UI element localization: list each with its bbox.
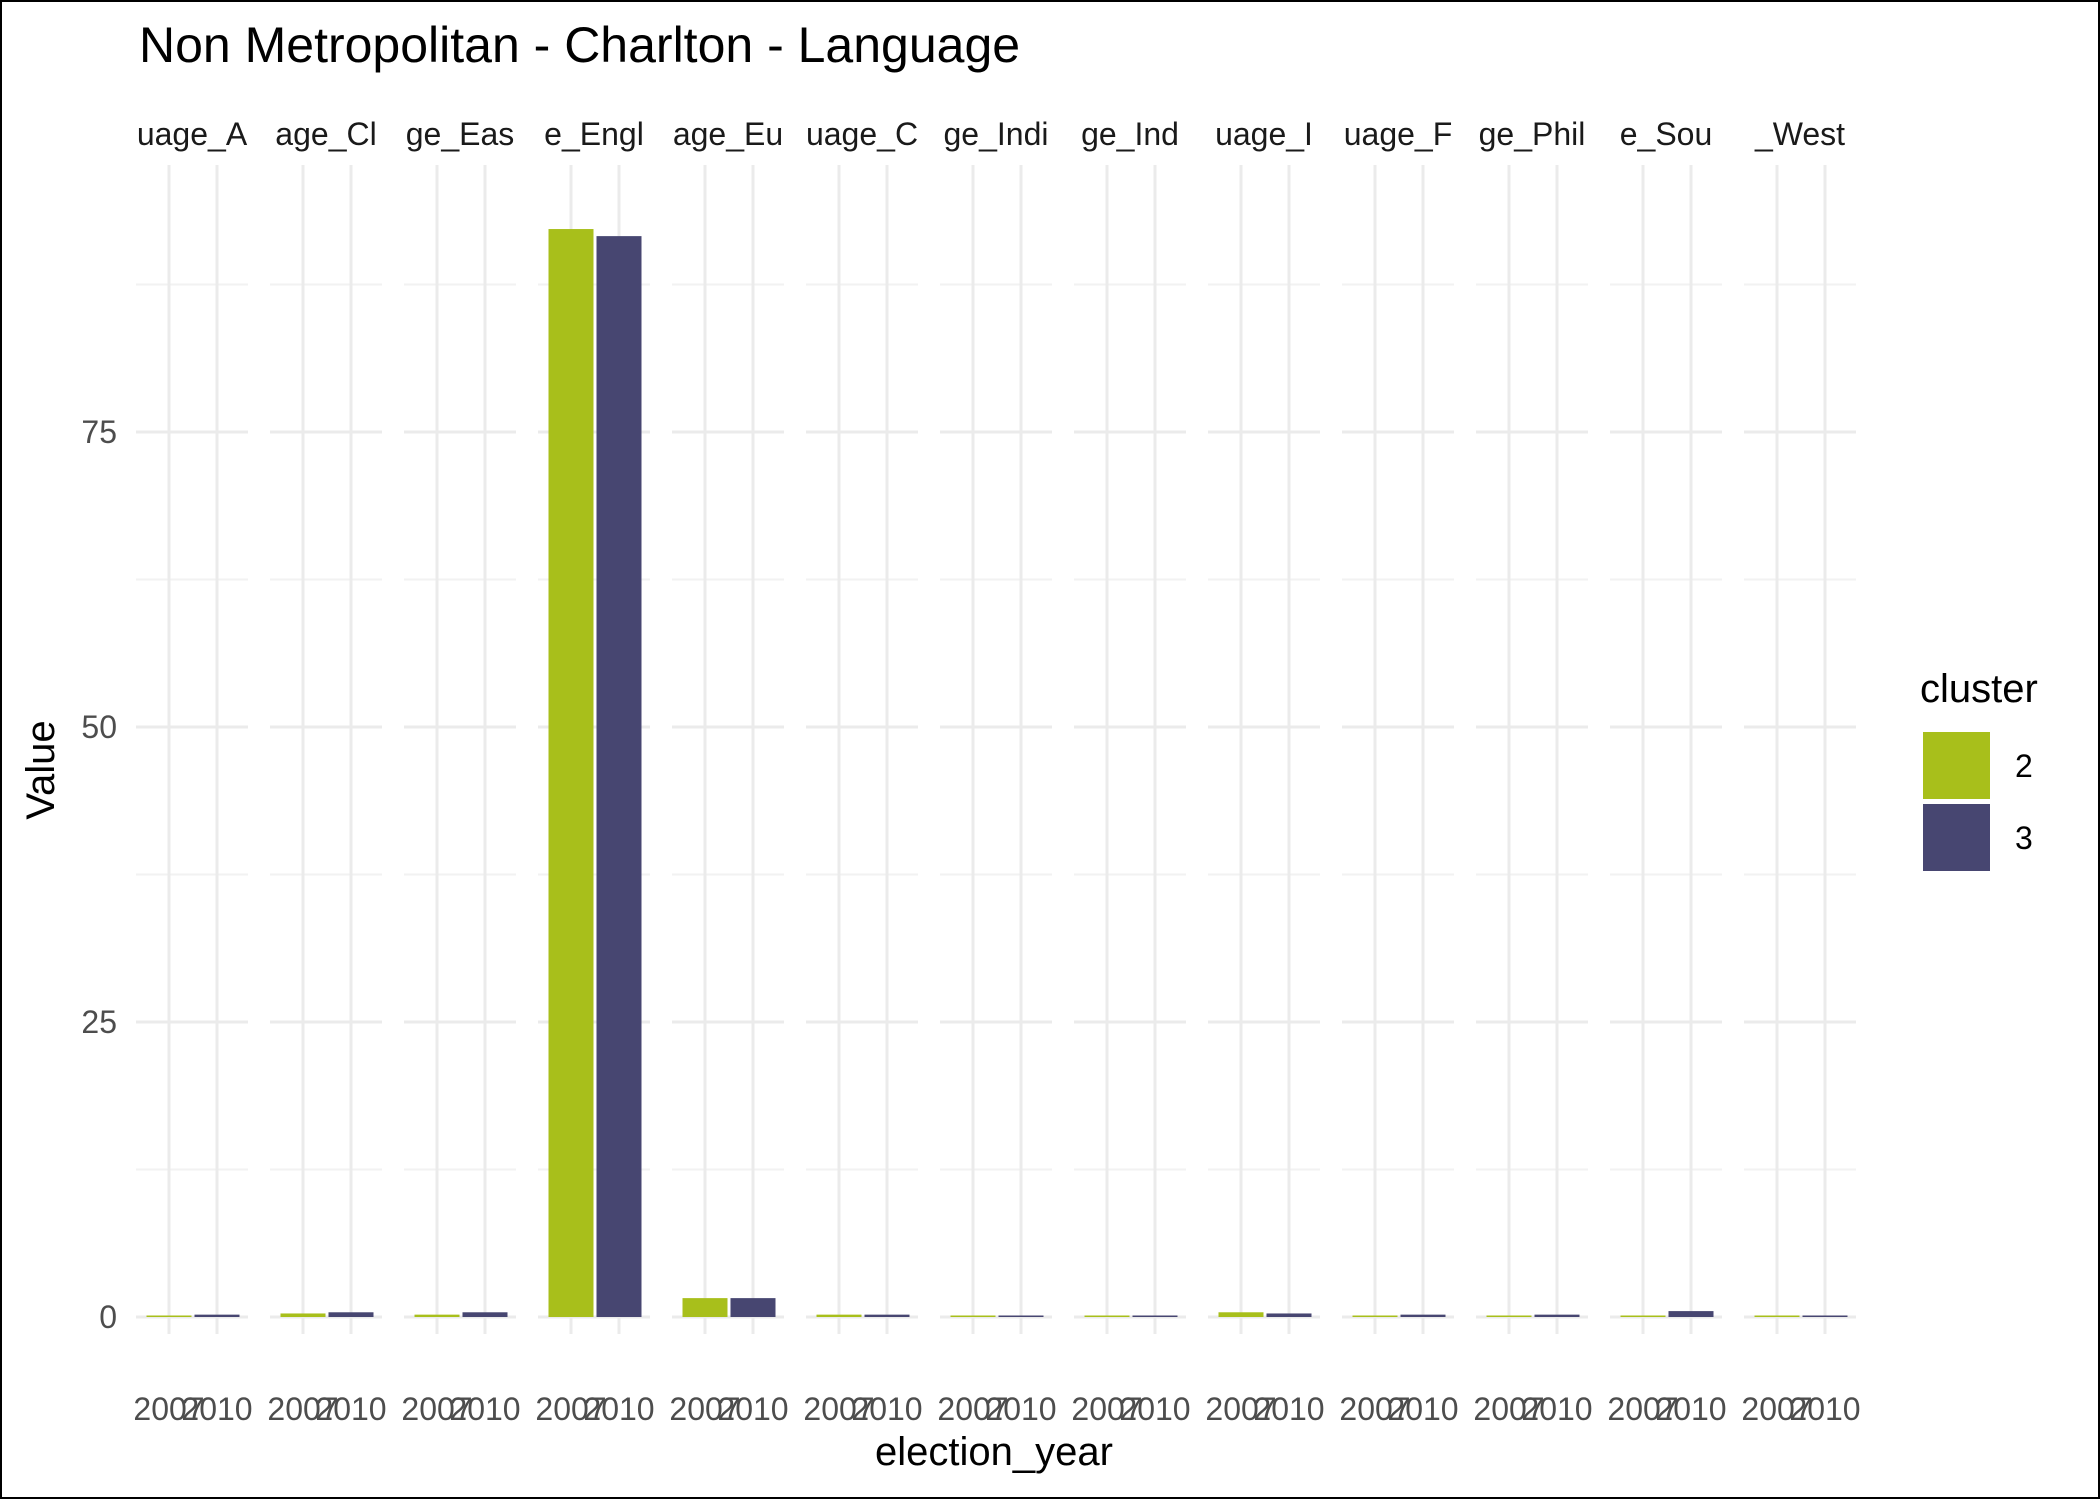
x-tick-label: 2010 <box>717 1391 788 1427</box>
x-tick-label: 2007 <box>1741 1391 1812 1427</box>
facet-panel <box>806 165 918 1334</box>
bar <box>864 1314 910 1317</box>
facet-panel <box>672 165 784 1334</box>
x-tick-label: 2010 <box>1521 1391 1592 1427</box>
facet-panel <box>1744 165 1856 1334</box>
bar <box>1218 1312 1264 1317</box>
bar <box>950 1315 996 1317</box>
facet-strip-label: _West <box>1754 116 1845 152</box>
x-tick-label: 2007 <box>803 1391 874 1427</box>
facet-strip-label: ge_Phil <box>1479 116 1586 152</box>
bar <box>1754 1315 1800 1317</box>
facet-panel <box>1476 165 1588 1334</box>
bar <box>1132 1315 1178 1317</box>
x-tick-label: 2010 <box>1253 1391 1324 1427</box>
x-tick-label: 2010 <box>1119 1391 1190 1427</box>
x-tick-label: 2007 <box>401 1391 472 1427</box>
facet-panel <box>404 165 516 1334</box>
facet-strip-label: e_Engl <box>544 116 644 152</box>
bar <box>596 236 642 1317</box>
x-tick-label: 2010 <box>449 1391 520 1427</box>
bar <box>414 1314 460 1317</box>
bar <box>328 1312 374 1317</box>
y-tick-label: 50 <box>81 709 117 745</box>
y-axis-ticks: 0 25 50 75 <box>81 414 117 1335</box>
legend-swatch <box>1923 804 1990 871</box>
x-tick-label: 2007 <box>1607 1391 1678 1427</box>
bar <box>682 1298 728 1317</box>
x-axis-title: election_year <box>875 1430 1113 1474</box>
x-tick-label: 2010 <box>181 1391 252 1427</box>
bar <box>1352 1315 1398 1317</box>
bar <box>730 1298 776 1317</box>
bar <box>194 1314 240 1317</box>
facet-strip-label: ge_Eas <box>406 116 515 152</box>
facet-panel <box>1610 165 1722 1334</box>
x-tick-label: 2010 <box>1387 1391 1458 1427</box>
x-tick-label: 2007 <box>1473 1391 1544 1427</box>
facet-strip-label: ge_Ind <box>1081 116 1179 152</box>
facet-strip-label: age_Cl <box>275 116 376 152</box>
facet-panel <box>940 165 1052 1334</box>
x-tick-label: 2010 <box>1655 1391 1726 1427</box>
grid-lines <box>136 165 1856 1334</box>
bar <box>1084 1315 1130 1317</box>
bar <box>1802 1315 1848 1317</box>
x-tick-label: 2007 <box>267 1391 338 1427</box>
x-tick-label: 2007 <box>535 1391 606 1427</box>
facet-strip-labels: uage_A age_Cl ge_Eas e_Engl age_Eu uage_C ge_I… <box>137 116 1845 152</box>
x-tick-label: 2007 <box>669 1391 740 1427</box>
facet-strip-label: uage_A <box>137 116 248 152</box>
x-tick-label: 2007 <box>1205 1391 1276 1427</box>
bar <box>548 229 594 1317</box>
x-tick-label: 2010 <box>851 1391 922 1427</box>
bar <box>998 1315 1044 1317</box>
legend-title: cluster <box>1920 667 2038 711</box>
facet-panel <box>1074 165 1186 1334</box>
x-tick-label: 2010 <box>315 1391 386 1427</box>
bar <box>462 1312 508 1317</box>
bar <box>1400 1314 1446 1317</box>
x-tick-label: 2007 <box>133 1391 204 1427</box>
bar <box>1266 1313 1312 1317</box>
y-tick-label: 25 <box>81 1004 117 1040</box>
x-tick-label: 2007 <box>937 1391 1008 1427</box>
legend-swatch <box>1923 732 1990 799</box>
bar <box>1486 1315 1532 1317</box>
facet-strip-label: uage_F <box>1344 116 1453 152</box>
bar <box>146 1315 192 1317</box>
x-tick-label: 2010 <box>985 1391 1056 1427</box>
facet-strip-label: uage_C <box>806 116 918 152</box>
bar <box>280 1313 326 1317</box>
legend-label: 3 <box>2015 820 2033 856</box>
x-tick-label: 2007 <box>1071 1391 1142 1427</box>
facet-strip-label: age_Eu <box>673 116 783 152</box>
facet-panel <box>270 165 382 1334</box>
x-tick-label: 2010 <box>1789 1391 1860 1427</box>
bars <box>146 229 1848 1317</box>
legend: cluster 2 3 <box>1920 667 2038 871</box>
y-tick-label: 75 <box>81 414 117 450</box>
y-tick-label: 0 <box>99 1299 117 1335</box>
facet-panel <box>1342 165 1454 1334</box>
facet-strip-label: uage_I <box>1215 116 1313 152</box>
facet-strip-label: ge_Indi <box>944 116 1049 152</box>
bar <box>1534 1314 1580 1317</box>
legend-label: 2 <box>2015 748 2033 784</box>
x-tick-label: 2010 <box>583 1391 654 1427</box>
x-tick-label: 2007 <box>1339 1391 1410 1427</box>
bar <box>1620 1315 1666 1317</box>
bar <box>1668 1311 1714 1317</box>
facet-strip-label: e_Sou <box>1620 116 1713 152</box>
facet-panel <box>136 165 248 1334</box>
chart-title: Non Metropolitan - Charlton - Language <box>139 17 1020 73</box>
y-axis-title: Value <box>19 720 63 819</box>
bar <box>816 1314 862 1317</box>
facet-panel <box>1208 165 1320 1334</box>
